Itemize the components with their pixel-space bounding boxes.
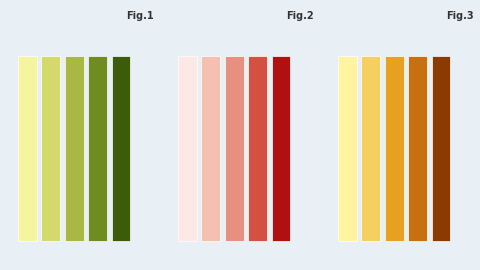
- Text: Fig.3: Fig.3: [446, 11, 474, 21]
- FancyBboxPatch shape: [272, 56, 290, 241]
- FancyBboxPatch shape: [178, 56, 197, 241]
- FancyBboxPatch shape: [338, 56, 357, 241]
- FancyBboxPatch shape: [408, 56, 427, 241]
- FancyBboxPatch shape: [18, 56, 36, 241]
- FancyBboxPatch shape: [225, 56, 243, 241]
- FancyBboxPatch shape: [432, 56, 450, 241]
- FancyBboxPatch shape: [88, 56, 107, 241]
- FancyBboxPatch shape: [111, 56, 130, 241]
- Text: Fig.2: Fig.2: [286, 11, 314, 21]
- FancyBboxPatch shape: [41, 56, 60, 241]
- FancyBboxPatch shape: [385, 56, 404, 241]
- FancyBboxPatch shape: [248, 56, 267, 241]
- FancyBboxPatch shape: [65, 56, 84, 241]
- Text: Fig.1: Fig.1: [126, 11, 154, 21]
- FancyBboxPatch shape: [361, 56, 380, 241]
- FancyBboxPatch shape: [202, 56, 220, 241]
